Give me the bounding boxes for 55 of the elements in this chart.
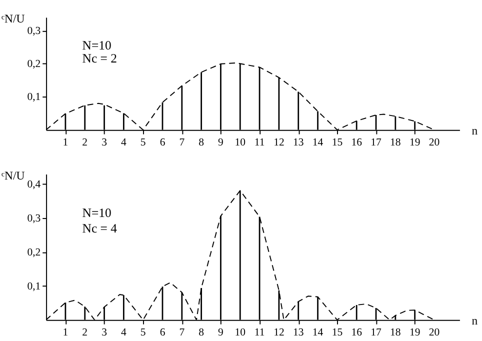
y-axis-title: ᶜN/U <box>1 12 26 26</box>
y-tick-label: 0,2 <box>27 58 41 70</box>
x-tick-label: 18 <box>390 136 401 149</box>
y-axis-title: ᶜN/U <box>1 169 26 182</box>
x-tick-label: 7 <box>179 136 186 149</box>
x-tick-label: 11 <box>254 326 265 339</box>
x-tick-label: 13 <box>292 136 304 149</box>
annotation: N=10 <box>82 38 112 53</box>
x-tick-label: 20 <box>428 136 440 149</box>
x-tick-label: 16 <box>351 136 363 149</box>
x-tick-label: 12 <box>274 326 284 339</box>
x-tick-label: 4 <box>120 326 127 339</box>
x-tick-label: 17 <box>370 326 382 339</box>
x-tick-label: 9 <box>218 136 224 149</box>
x-tick-label: 9 <box>218 326 224 339</box>
x-tick-label: 3 <box>102 136 107 149</box>
x-tick-label: 11 <box>254 136 265 149</box>
x-tick-label: 12 <box>274 136 284 149</box>
x-tick-label: 14 <box>312 136 324 149</box>
x-tick-label: 10 <box>234 326 246 339</box>
x-tick-label: 18 <box>390 326 401 339</box>
x-tick-label: 4 <box>120 136 127 149</box>
y-tick-label: 0,1 <box>27 91 41 104</box>
x-tick-label: 8 <box>198 136 204 149</box>
y-tick-label: 0,1 <box>27 280 41 292</box>
x-tick-label: 1 <box>62 326 68 339</box>
x-tick-label: 5 <box>140 136 146 149</box>
x-tick-label: 3 <box>102 326 107 339</box>
x-tick-label: 2 <box>82 136 88 149</box>
x-tick-label: 8 <box>198 326 204 339</box>
x-tick-label: 10 <box>234 136 246 149</box>
annotation: Nc = 2 <box>82 51 118 66</box>
x-tick-label: 6 <box>160 136 166 149</box>
x-tick-label: 16 <box>351 326 363 339</box>
x-tick-label: 2 <box>82 326 88 339</box>
x-tick-label: 5 <box>140 326 146 339</box>
x-tick-label: 6 <box>160 326 166 339</box>
y-tick-label: 0,2 <box>27 246 41 258</box>
x-tick-label: 19 <box>409 326 420 339</box>
x-axis-title: n <box>472 124 478 138</box>
y-tick-label: 0,4 <box>27 178 42 191</box>
x-tick-label: 15 <box>332 136 343 149</box>
x-tick-label: 7 <box>179 326 186 339</box>
y-tick-label: 0,3 <box>27 212 41 225</box>
annotation: N=10 <box>82 206 112 220</box>
x-tick-label: 20 <box>428 326 440 339</box>
x-tick-label: 15 <box>332 326 343 339</box>
x-tick-label: 13 <box>292 326 304 339</box>
x-tick-label: 1 <box>62 136 68 149</box>
x-tick-label: 14 <box>312 326 324 339</box>
y-tick-label: 0,3 <box>27 24 41 37</box>
x-tick-label: 17 <box>370 136 382 149</box>
annotation: Nc = 4 <box>82 222 118 236</box>
x-axis-title: n <box>472 314 478 328</box>
x-tick-label: 19 <box>409 136 420 149</box>
